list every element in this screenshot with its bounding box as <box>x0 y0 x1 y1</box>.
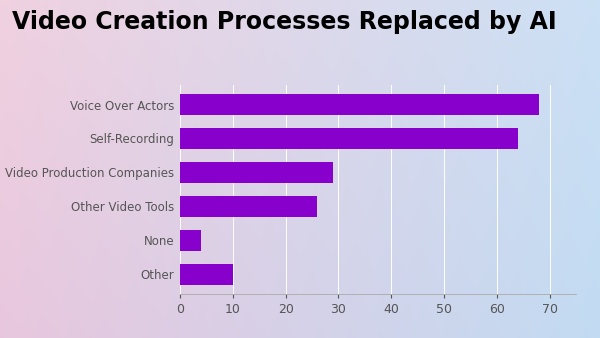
Bar <box>180 264 233 285</box>
Bar <box>180 94 539 115</box>
Bar <box>180 230 201 251</box>
Bar <box>180 196 317 217</box>
Bar <box>180 162 333 183</box>
Bar <box>180 128 518 149</box>
Text: Video Creation Processes Replaced by AI: Video Creation Processes Replaced by AI <box>12 10 557 34</box>
